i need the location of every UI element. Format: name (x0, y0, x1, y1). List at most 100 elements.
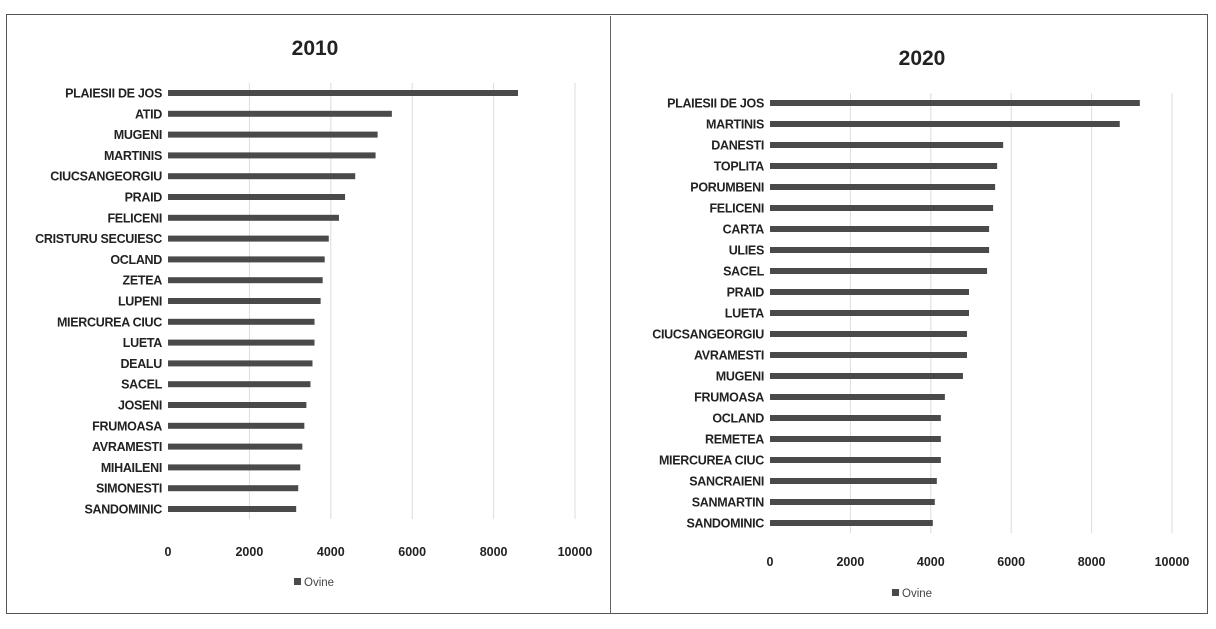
category-label: SIMONESTI (96, 482, 162, 496)
bar (168, 214, 339, 221)
category-label: SACEL (723, 265, 765, 279)
legend-swatch (892, 589, 899, 596)
category-label: TOPLITA (714, 160, 764, 174)
bar (168, 443, 303, 450)
bar (168, 173, 356, 180)
bar (770, 331, 967, 337)
x-tick-label: 6000 (398, 545, 426, 559)
bar (168, 90, 519, 96)
x-tick-label: 0 (165, 545, 172, 559)
x-tick-label: 2000 (836, 555, 864, 569)
category-label: MUGENI (114, 128, 162, 142)
category-label: MIERCUREA CIUC (57, 315, 162, 329)
chart-divider (610, 16, 611, 614)
legend-label: Ovine (304, 577, 334, 589)
category-label: MARTINIS (706, 118, 764, 132)
category-label: OCLAND (712, 412, 764, 426)
bar (770, 163, 998, 169)
chart-title: 2020 (899, 47, 946, 70)
category-label: PLAIESII DE JOS (65, 87, 162, 101)
category-label: FELICENI (709, 202, 764, 216)
category-label: FRUMOASA (92, 419, 162, 433)
category-label: SACEL (121, 378, 163, 392)
category-label: SANCRAIENI (689, 475, 764, 489)
bar (770, 478, 937, 484)
bar (168, 485, 299, 492)
bar (770, 268, 988, 274)
chart-2020: 2020 PLAIESII DE JOS MARTINIS DANESTI TOPLI… (652, 47, 1189, 600)
x-tick-label: 8000 (480, 545, 508, 559)
category-label: PORUMBENI (690, 181, 764, 195)
bar (770, 415, 941, 421)
legend: Ovine (294, 577, 334, 589)
bar (168, 256, 325, 263)
bar (770, 436, 941, 442)
bar (168, 298, 321, 304)
x-tick-label: 4000 (317, 545, 345, 559)
legend-label: Ovine (902, 588, 932, 600)
bar (770, 247, 990, 253)
bar (168, 422, 305, 429)
category-label: PRAID (727, 286, 765, 300)
bar (168, 277, 323, 284)
category-label: REMETEA (705, 433, 764, 447)
bar (168, 194, 346, 200)
bar (168, 402, 307, 408)
category-label: SANMARTIN (692, 496, 765, 510)
category-label: AVRAMESTI (694, 349, 764, 363)
category-label: CIUCSANGEORGIU (50, 170, 162, 184)
category-label: AVRAMESTI (92, 440, 162, 454)
bar (168, 110, 392, 117)
bar (770, 184, 996, 190)
category-label: PLAIESII DE JOS (667, 97, 764, 111)
category-label: DEALU (120, 357, 162, 371)
x-tick-label: 4000 (917, 555, 945, 569)
bar (168, 235, 329, 242)
category-label: ZETEA (123, 274, 163, 288)
category-label: LUPENI (118, 295, 162, 309)
bar (770, 310, 969, 316)
category-label: SANDOMINIC (84, 503, 162, 517)
legend-swatch (294, 578, 301, 585)
x-tick-label: 2000 (235, 545, 263, 559)
category-label: JOSENI (118, 399, 162, 413)
category-label: PRAID (125, 191, 163, 205)
category-label: MUGENI (716, 370, 764, 384)
chart-title: 2010 (292, 37, 339, 60)
bar (168, 464, 301, 471)
category-label: CARTA (723, 223, 765, 237)
category-label: DANESTI (711, 139, 764, 153)
x-tick-label: 10000 (1155, 555, 1190, 569)
bar (770, 520, 933, 526)
category-label: CIUCSANGEORGIU (652, 328, 764, 342)
category-label: LUETA (123, 336, 163, 350)
bar (770, 394, 945, 400)
bar (168, 152, 376, 159)
category-label: MIHAILENI (101, 461, 162, 475)
category-label: MIERCUREA CIUC (659, 454, 764, 468)
bar (168, 318, 315, 325)
category-label: ULIES (729, 244, 764, 258)
category-label: OCLAND (110, 253, 162, 267)
bar (168, 131, 378, 138)
bar (770, 142, 1004, 148)
bar (770, 499, 935, 505)
bar (770, 205, 994, 211)
bar (770, 121, 1120, 127)
category-label: ATID (135, 107, 162, 121)
bar (770, 289, 969, 295)
bar (770, 352, 967, 358)
category-label: FRUMOASA (694, 391, 764, 405)
category-label: MARTINIS (104, 149, 162, 163)
bar (770, 373, 963, 379)
category-label: LUETA (725, 307, 765, 321)
x-tick-label: 0 (767, 555, 774, 569)
bar (168, 339, 315, 346)
legend: Ovine (892, 588, 932, 600)
bar (770, 226, 990, 232)
bar (770, 457, 941, 463)
category-label: SANDOMINIC (686, 517, 764, 531)
category-label: CRISTURU SECUIESC (35, 232, 162, 246)
x-tick-label: 8000 (1078, 555, 1106, 569)
